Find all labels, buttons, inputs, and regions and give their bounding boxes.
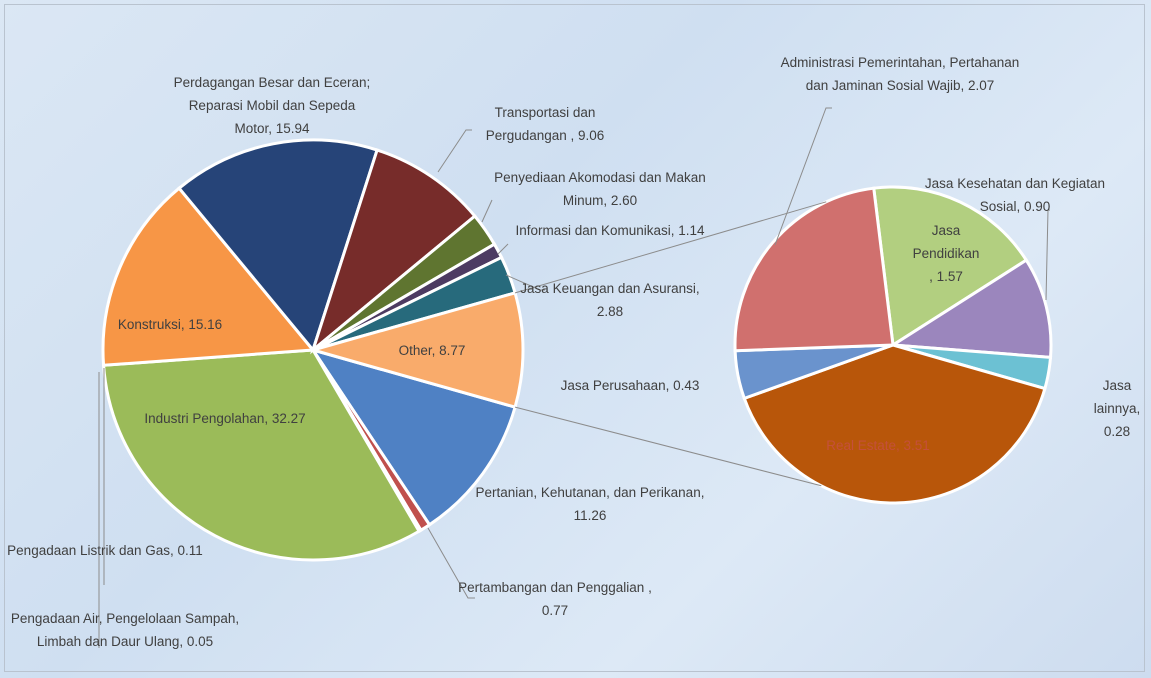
data-label: Pengadaan Air, Pengelolaan Sampah, Limba… (10, 611, 240, 649)
leader-line (1045, 209, 1050, 301)
leader-line (497, 243, 509, 255)
pie-slice (101, 186, 317, 367)
data-label: Perdagangan Besar dan Eceran; Reparasi M… (173, 75, 371, 136)
data-label: Administrasi Pemerintahan, Pertahanan da… (780, 55, 1020, 93)
data-label: Other, 8.77 (398, 343, 466, 358)
pie-slice (307, 291, 525, 409)
data-label: Jasa Keuangan dan Asuransi, 2.88 (520, 281, 700, 319)
data-label: Konstruksi, 15.16 (117, 317, 223, 332)
leader-line (774, 107, 832, 246)
chart-frame (4, 4, 1145, 672)
pie-slice (888, 258, 1053, 360)
pie-slice (177, 138, 379, 354)
data-label: Jasa Kesehatan dan Kegiatan Sosial, 0.90 (924, 176, 1106, 214)
data-label: Pertambangan dan Penggalian , 0.77 (458, 580, 652, 618)
pie-slice (733, 186, 895, 353)
leader-line (481, 199, 493, 223)
pie-slice (310, 148, 477, 355)
data-label: Jasa Pendidikan, 1.57 (912, 223, 980, 284)
data-label: Industri Pengolahan, 32.27 (144, 411, 306, 426)
data-label: Real Estate, 3.51 (826, 438, 930, 453)
data-label: Pengadaan Listrik dan Gas, 0.11 (7, 543, 203, 558)
leader-line (427, 527, 475, 599)
data-label: Transportasi dan Pergudangan , 9.06 (485, 105, 605, 143)
pie-slice (742, 343, 1047, 505)
data-label: Jasa lainnya, 0.28 (1093, 378, 1141, 439)
pie-slice (872, 185, 1029, 348)
leader-line (437, 129, 472, 173)
data-label: Jasa Perusahaan, 0.43 (560, 378, 700, 393)
pie-slice (101, 348, 422, 562)
leader-line (505, 274, 545, 291)
data-label: Informasi dan Komunikasi, 1.14 (515, 223, 705, 238)
data-label: Penyediaan Akomodasi dan Makan Minum, 2.… (494, 170, 706, 208)
leader-line (514, 406, 822, 487)
data-label: Pertanian, Kehutanan, dan Perikanan, 11.… (475, 485, 705, 523)
leader-line (514, 201, 827, 294)
